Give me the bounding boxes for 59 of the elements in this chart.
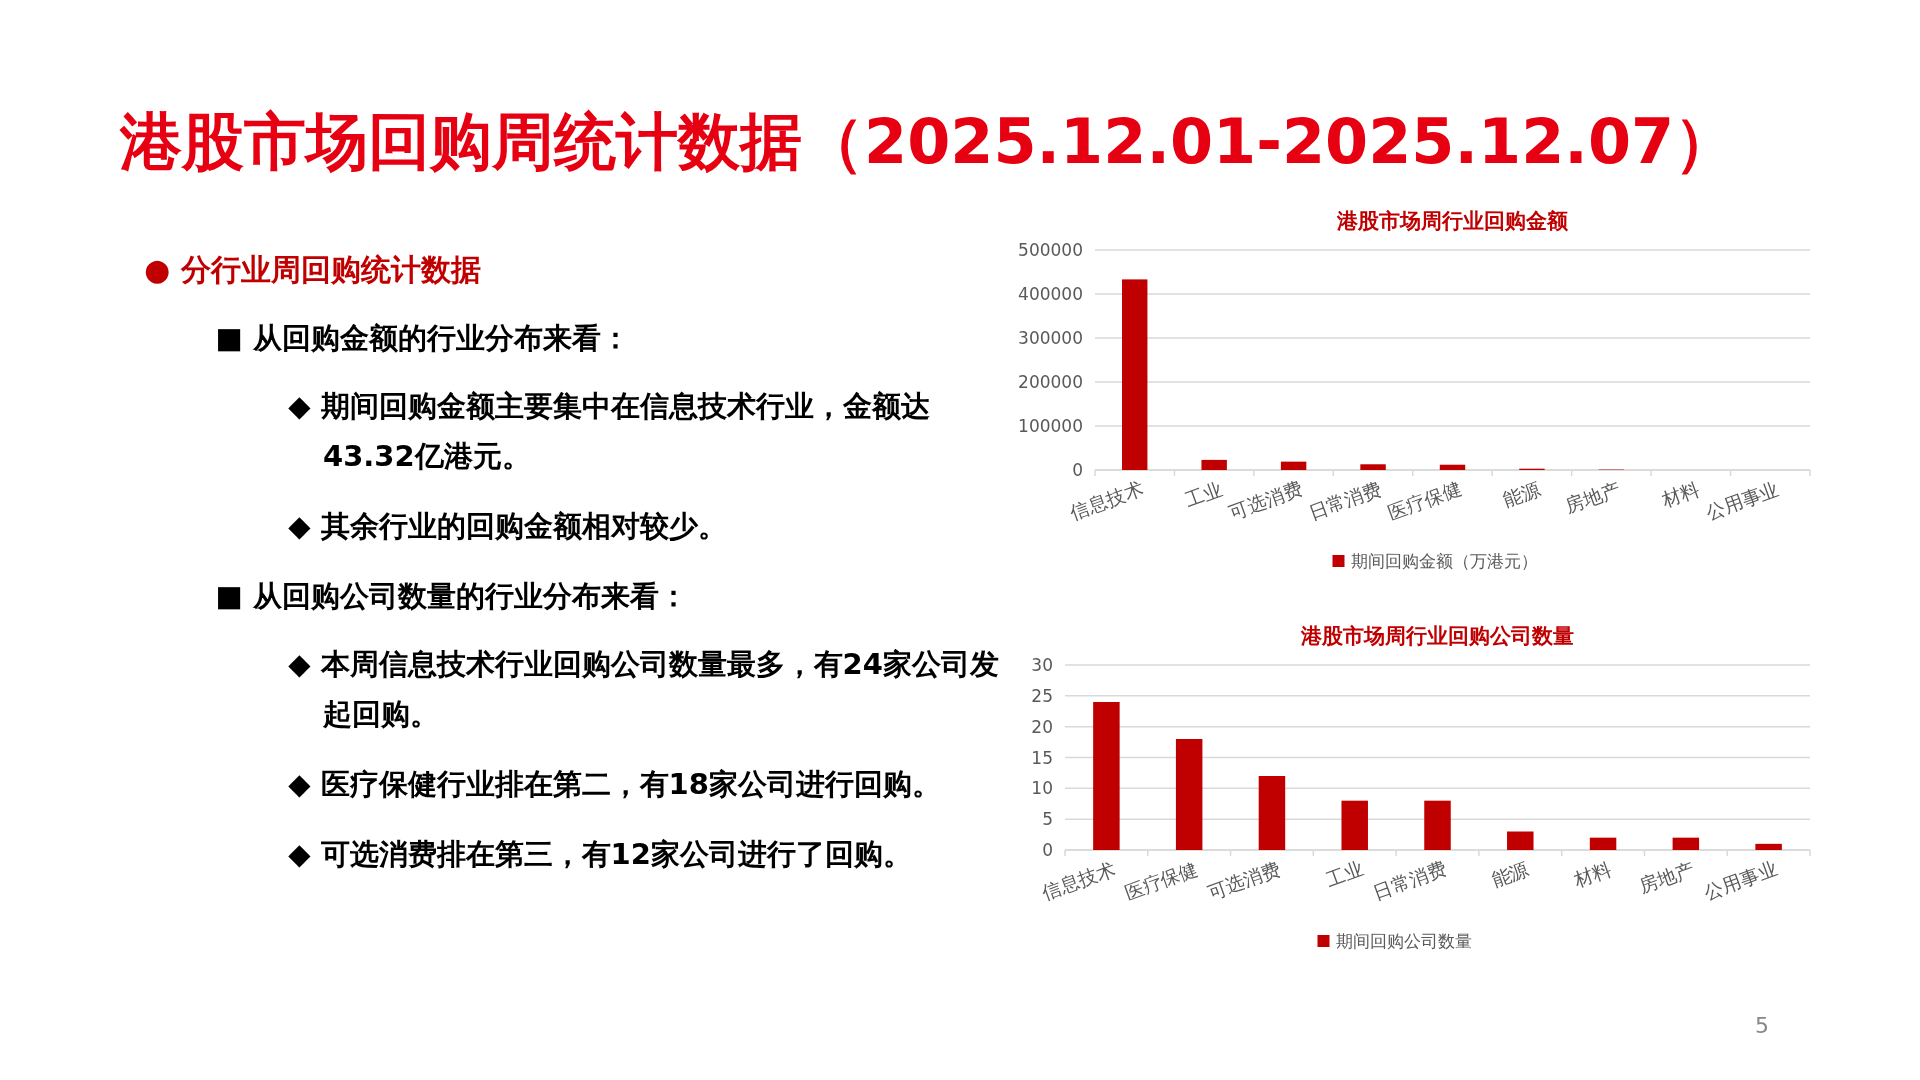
x-tick-label: 日常消费 bbox=[1369, 857, 1449, 904]
x-tick-label: 房地产 bbox=[1636, 857, 1698, 898]
text: ◆ 期间回购金额主要集中在信息技术行业，金额达43.32亿港元。 bbox=[287, 388, 931, 475]
x-tick-label: 能源 bbox=[1500, 477, 1544, 511]
y-tick-label: 15 bbox=[1031, 747, 1053, 768]
bar bbox=[1589, 837, 1617, 850]
text: ■ 从回购公司数量的行业分布来看： bbox=[214, 578, 689, 615]
text: 5 bbox=[1755, 1013, 1769, 1038]
x-tick-label: 工业 bbox=[1322, 857, 1367, 891]
chart-title: 港股市场周行业回购金额 bbox=[1336, 209, 1569, 233]
bar bbox=[1093, 702, 1120, 850]
y-tick-label: 10 bbox=[1031, 778, 1053, 799]
bar bbox=[1424, 800, 1451, 850]
bar bbox=[1175, 739, 1203, 850]
y-tick-label: 300000 bbox=[1018, 328, 1083, 348]
y-tick-label: 30 bbox=[1031, 655, 1053, 675]
x-tick-label: 公用事业 bbox=[1701, 857, 1780, 904]
bar bbox=[1439, 464, 1466, 470]
x-tick-label: 材料 bbox=[1570, 857, 1615, 892]
x-tick-label: 可选消费 bbox=[1204, 857, 1284, 904]
bar bbox=[1755, 843, 1782, 850]
x-tick-label: 材料 bbox=[1658, 477, 1703, 512]
y-tick-label: 20 bbox=[1031, 716, 1053, 737]
x-tick-label: 可选消费 bbox=[1226, 477, 1305, 524]
text: ● 分行业周回购统计数据 bbox=[143, 251, 482, 289]
x-tick-label: 医疗保健 bbox=[1121, 857, 1201, 904]
text: ◆ 可选消费排在第三，有12家公司进行了回购。 bbox=[287, 836, 913, 873]
x-tick-label: 公用事业 bbox=[1702, 477, 1782, 524]
bar bbox=[1201, 459, 1227, 470]
x-tick-label: 信息技术 bbox=[1038, 857, 1118, 904]
bar bbox=[1672, 837, 1700, 850]
bar bbox=[1360, 464, 1386, 470]
y-tick-label: 0 bbox=[1072, 460, 1083, 480]
y-tick-label: 0 bbox=[1042, 840, 1053, 860]
x-tick-label: 信息技术 bbox=[1067, 477, 1147, 524]
bar bbox=[1258, 776, 1286, 850]
text: ■ 从回购金额的行业分布来看： bbox=[214, 320, 631, 357]
x-tick-label: 房地产 bbox=[1561, 477, 1623, 518]
y-tick-label: 5 bbox=[1042, 809, 1053, 830]
text: ◆ 医疗保健行业排在第二，有18家公司进行回购。 bbox=[287, 766, 942, 803]
y-tick-label: 100000 bbox=[1018, 416, 1083, 436]
text: 港股市场回购周统计数据（2025.12.01-2025.12.07） bbox=[120, 104, 1737, 180]
y-tick-label: 400000 bbox=[1018, 284, 1083, 304]
legend-label: 期间回购公司数量 bbox=[1335, 931, 1472, 951]
chart-title: 港股市场周行业回购公司数量 bbox=[1300, 624, 1574, 648]
x-tick-label: 工业 bbox=[1182, 477, 1226, 511]
x-tick-label: 能源 bbox=[1488, 857, 1532, 891]
text: ◆ 其余行业的回购金额相对较少。 bbox=[287, 508, 728, 545]
bar bbox=[1507, 831, 1534, 850]
legend-label: 期间回购金额（万港元） bbox=[1350, 551, 1538, 571]
bar bbox=[1341, 800, 1368, 850]
text: ◆ 本周信息技术行业回购公司数量最多，有24家公司发起回购。 bbox=[287, 646, 1000, 733]
bar bbox=[1122, 279, 1148, 470]
x-tick-label: 医疗保健 bbox=[1384, 477, 1464, 524]
bar bbox=[1280, 461, 1307, 470]
x-tick-label: 日常消费 bbox=[1305, 477, 1385, 524]
y-tick-label: 500000 bbox=[1018, 240, 1083, 260]
y-tick-label: 25 bbox=[1031, 685, 1053, 706]
y-tick-label: 200000 bbox=[1018, 372, 1083, 392]
